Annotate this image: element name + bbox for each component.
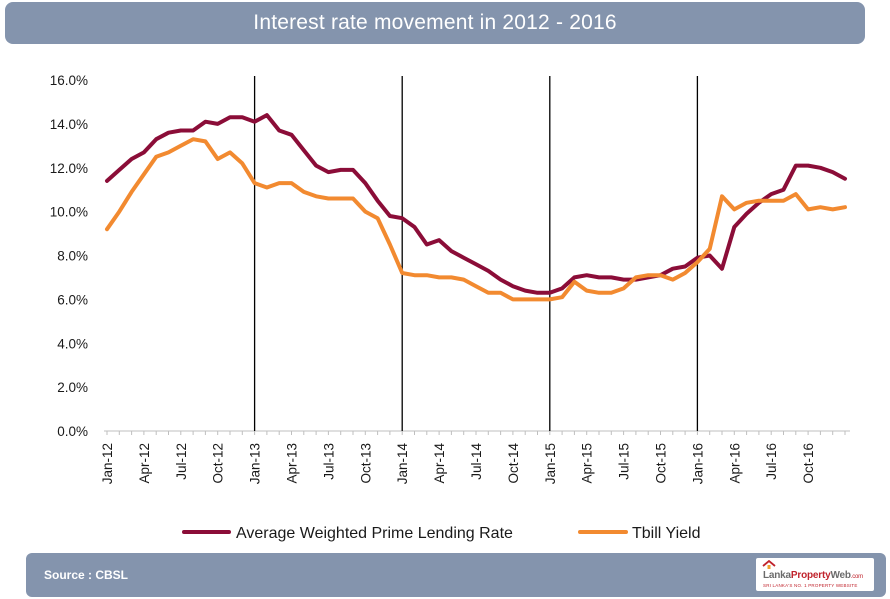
x-tick-label: Jul-12 [174,443,189,480]
legend-prime-lending-rate-label: Average Weighted Prime Lending Rate [236,525,513,542]
x-tick-label: Jan-12 [100,443,115,484]
x-tick-label: Oct-12 [211,443,226,484]
y-tick-label: 12.0% [50,161,88,176]
x-tick-label: Jul-16 [764,443,779,480]
chart-title: Interest rate movement in 2012 - 2016 [253,11,617,34]
source-label: Source : CBSL [44,568,129,582]
x-tick-label: Jul-13 [321,443,336,480]
y-tick-label: 10.0% [50,205,88,220]
tbill-yield-line [105,137,847,302]
x-tick-label: Apr-16 [727,443,742,484]
x-tick-label: Oct-15 [654,443,669,484]
y-tick-label: 0.0% [57,424,88,439]
x-tick-label: Apr-13 [285,443,300,484]
footer-bar: Source : CBSL LankaPropertyWeb.com SRI L… [26,553,886,597]
x-tick-label: Jan-14 [395,443,410,485]
x-tick-label: Oct-16 [801,443,816,484]
logo-tagline: SRI LANKA'S NO. 1 PROPERTY WEBSITE [763,583,858,588]
x-tick-label: Jul-15 [617,443,632,480]
x-tick-label: Apr-12 [137,443,152,484]
x-tick-label: Oct-14 [506,443,521,484]
y-tick-label: 8.0% [57,249,88,264]
legend-tbill-yield-label: Tbill Yield [632,525,700,542]
y-tick-label: 6.0% [57,292,88,307]
x-tick-label: Jul-14 [469,443,484,480]
x-tick-label: Jan-13 [248,443,263,484]
chart-title-bar: Interest rate movement in 2012 - 2016 [5,2,865,44]
y-tick-label: 4.0% [57,336,88,351]
house-icon [762,560,776,569]
x-tick-label: Oct-13 [358,443,373,484]
y-tick-label: 16.0% [50,73,88,88]
prime-lending-rate-line [105,113,847,295]
y-tick-label: 14.0% [50,117,88,132]
x-tick-label: Jan-15 [543,443,558,484]
y-tick-label: 2.0% [57,380,88,395]
x-tick-label: Apr-15 [580,443,595,484]
x-tick-label: Jan-16 [690,443,705,484]
logo-wordmark: LankaPropertyWeb.com [763,570,863,581]
lankapropertyweb-logo: LankaPropertyWeb.com SRI LANKA'S NO. 1 P… [756,558,874,591]
x-tick-label: Apr-14 [432,443,447,484]
